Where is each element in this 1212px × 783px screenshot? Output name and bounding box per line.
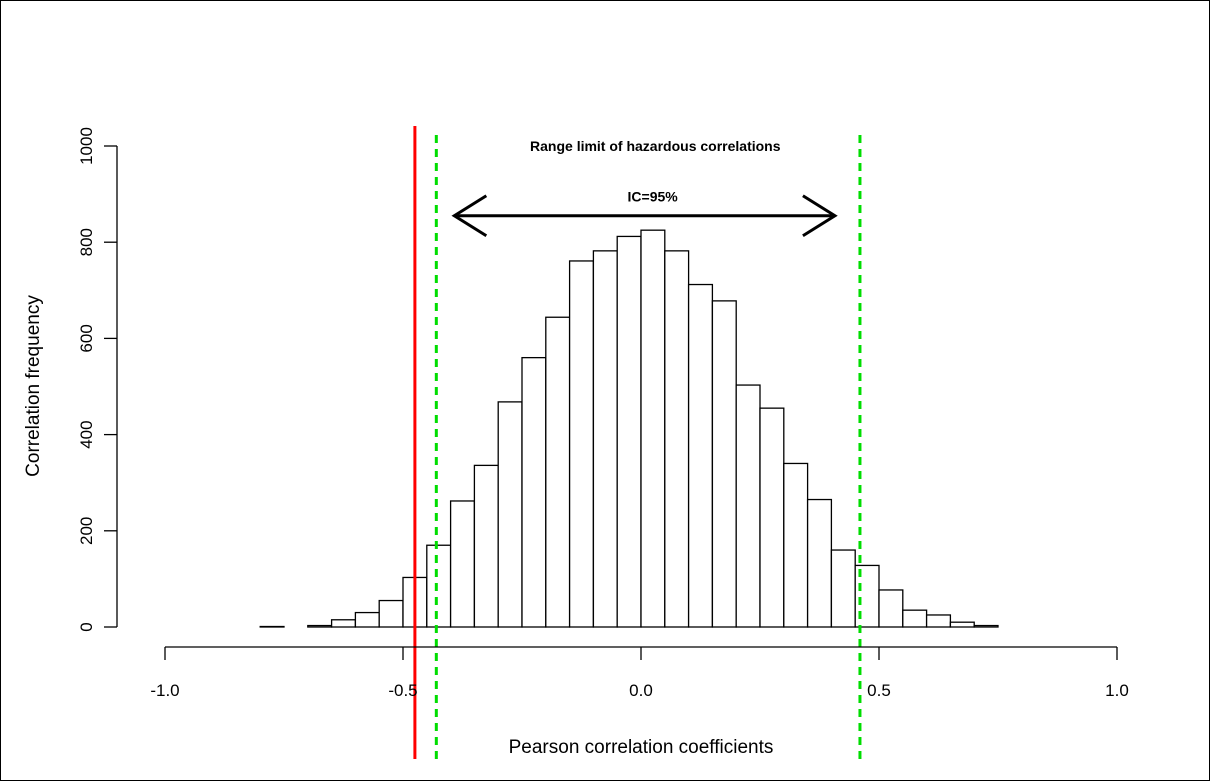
reference-lines <box>413 126 862 759</box>
histogram-bar-12 <box>545 316 571 628</box>
histogram-bar-21 <box>759 407 785 628</box>
x-tick-label: -0.5 <box>388 681 417 700</box>
histogram-bar-16 <box>640 229 666 628</box>
histogram-bar-24 <box>830 549 856 628</box>
histogram-bar-7 <box>426 544 452 628</box>
x-axis-title: Pearson correlation coefficients <box>509 737 774 758</box>
histogram-bar-8 <box>449 500 476 628</box>
x-tick-label: -1.0 <box>150 681 179 700</box>
histogram-bar-20 <box>735 384 761 628</box>
histogram-bar-9 <box>473 464 499 628</box>
y-axis: 0 200 400 600 800 1000 <box>77 127 118 632</box>
histogram-bars <box>259 229 999 628</box>
x-tick-label: 0.0 <box>629 681 653 700</box>
histogram-bar-29 <box>949 621 975 628</box>
arrow-head-right <box>802 194 838 238</box>
x-axis: -1.0 -0.5 0.0 0.5 1.0 <box>150 646 1129 700</box>
histogram-bar-23 <box>806 498 833 628</box>
histogram-bar-17 <box>664 250 690 628</box>
histogram-bar-27 <box>902 609 928 628</box>
range-limit-annotation: Range limit of hazardous correlations <box>530 138 781 154</box>
histogram-bar-22 <box>783 462 809 628</box>
y-tick-label: 600 <box>77 324 96 352</box>
histogram-bar-2 <box>307 624 333 628</box>
histogram-bar-30 <box>973 624 999 628</box>
arrow-head-left <box>451 194 488 238</box>
histogram-bar-19 <box>711 300 737 628</box>
histogram-bar-28 <box>925 614 952 628</box>
histogram-bar-10 <box>497 401 523 628</box>
y-tick-label: 200 <box>77 517 96 545</box>
histogram-bar-15 <box>616 235 642 628</box>
histogram-bar-13 <box>568 260 595 628</box>
y-axis-title: Correlation frequency <box>23 295 44 477</box>
histogram-bar-18 <box>687 283 714 628</box>
y-tick-label: 400 <box>77 420 96 448</box>
y-tick-label: 0 <box>77 622 96 631</box>
histogram-bar-14 <box>592 250 618 628</box>
confidence-interval-arrow <box>451 194 838 238</box>
x-tick-label: 1.0 <box>1105 681 1129 700</box>
y-tick-label: 1000 <box>77 127 96 165</box>
histogram-bar-4 <box>354 611 380 628</box>
histogram-bar-26 <box>878 589 904 628</box>
histogram-bar-11 <box>521 356 547 628</box>
ic-label: IC=95% <box>628 189 679 205</box>
histogram-bar-5 <box>378 599 404 628</box>
y-tick-label: 800 <box>77 228 96 256</box>
x-tick-label: 0.5 <box>867 681 891 700</box>
histogram-bar-3 <box>330 619 357 628</box>
